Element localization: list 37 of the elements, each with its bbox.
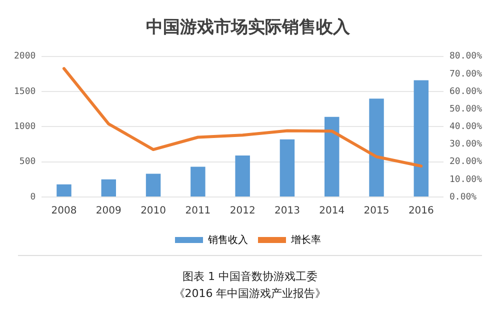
bar	[324, 116, 340, 196]
bar	[190, 166, 206, 196]
x-tick-label: 2010	[140, 206, 166, 217]
bar	[146, 174, 161, 196]
y2-tick-label: 50.00%	[449, 104, 483, 114]
y-tick-label: 500	[19, 157, 36, 168]
x-tick-label: 2008	[51, 206, 77, 217]
legend-label: 增长率	[290, 234, 321, 246]
x-tick-label: 2016	[408, 206, 434, 217]
legend-label: 销售收入	[207, 234, 248, 246]
x-tick-label: 2012	[230, 206, 256, 217]
x-tick-label: 2011	[185, 206, 211, 217]
x-tick-label: 2013	[274, 206, 300, 217]
text: 图表 1 中国音数协游戏工委	[182, 269, 318, 285]
y-tick-label: 2000	[14, 52, 36, 62]
chart-title: 中国游戏市场实际销售收入	[146, 18, 351, 38]
y-tick-label: 0	[30, 192, 36, 202]
bar	[235, 156, 250, 196]
x-tick-label: 2015	[364, 206, 390, 217]
y2-tick-label: 10.00%	[449, 174, 483, 185]
y2-tick-label: 60.00%	[449, 86, 483, 97]
bar	[101, 179, 116, 196]
bar	[280, 139, 295, 196]
y2-tick-label: 30.00%	[449, 140, 483, 150]
bar	[414, 80, 429, 196]
y-tick-label: 1000	[14, 122, 36, 132]
x-tick-label: 2009	[96, 206, 122, 217]
y2-tick-label: 20.00%	[449, 157, 483, 168]
bar	[369, 98, 384, 196]
y2-tick-label: 0.00%	[449, 192, 478, 202]
y2-tick-label: 70.00%	[449, 69, 483, 80]
y-tick-label: 1500	[14, 86, 36, 97]
y2-tick-label: 80.00%	[449, 52, 483, 62]
bar	[56, 184, 72, 196]
text: 《2016 年中国游戏产业报告》	[172, 286, 328, 302]
x-tick-label: 2014	[319, 206, 345, 217]
y2-tick-label: 40.00%	[449, 122, 483, 132]
